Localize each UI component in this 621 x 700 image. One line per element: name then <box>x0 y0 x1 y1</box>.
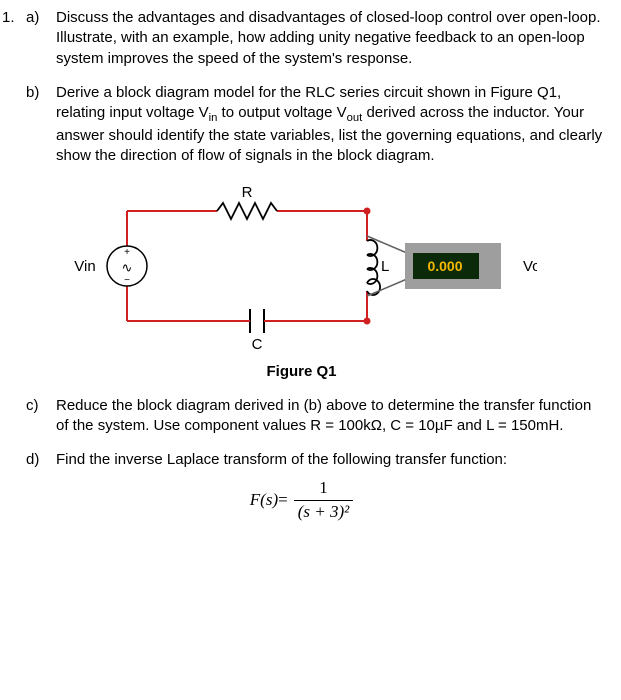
l-label: L <box>381 258 389 275</box>
vout-label: Vout <box>523 258 537 275</box>
part-b-letter: b) <box>26 83 56 167</box>
source-sine-icon: ∿ <box>121 260 132 275</box>
figure-caption: Figure Q1 <box>0 362 603 382</box>
r-label: R <box>241 184 252 201</box>
transfer-function-formula: F(s) = 1 (s + 3)² <box>250 477 353 524</box>
formula-eq: = <box>278 489 288 512</box>
part-a-text: Discuss the advantages and disadvantages… <box>56 8 603 69</box>
source-plus: + <box>124 247 130 258</box>
part-c-text: Reduce the block diagram derived in (b) … <box>56 396 603 437</box>
formula-lhs: F(s) <box>250 489 278 512</box>
source-minus: − <box>124 275 130 286</box>
formula-denominator: (s + 3)² <box>298 502 350 521</box>
meter-value: 0.000 <box>427 258 462 274</box>
part-b-text: Derive a block diagram model for the RLC… <box>56 83 603 167</box>
c-label: C <box>251 336 262 353</box>
circuit-diagram: + ∿ − Vin R L C 0.000 Vout <box>67 181 537 356</box>
question-number: 1. <box>0 8 26 69</box>
part-b-sub2: out <box>347 112 363 124</box>
part-a-letter: a) <box>26 8 56 69</box>
formula-numerator: 1 <box>315 477 332 500</box>
part-c-letter: c) <box>26 396 56 437</box>
vin-label: Vin <box>74 258 95 275</box>
part-d-letter: d) <box>26 450 56 470</box>
part-d-text: Find the inverse Laplace transform of th… <box>56 450 603 470</box>
part-b-mid: to output voltage V <box>217 104 346 121</box>
